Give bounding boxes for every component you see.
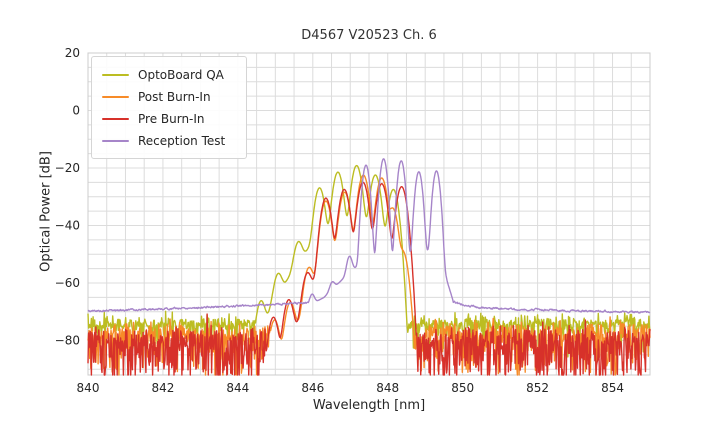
legend: OptoBoard QA Post Burn-In Pre Burn-In Recep… [91, 56, 247, 159]
y-tick-label: 20 [65, 46, 80, 60]
x-tick-label: 850 [451, 381, 474, 395]
legend-label: OptoBoard QA [138, 68, 224, 82]
legend-swatch [102, 95, 129, 99]
x-tick-label: 848 [376, 381, 399, 395]
x-tick-label: 842 [151, 381, 174, 395]
x-tick-label: 840 [77, 381, 100, 395]
y-tick-label: −80 [55, 334, 80, 348]
legend-item-post-burn-in: Post Burn-In [102, 86, 236, 108]
x-tick-label: 844 [226, 381, 249, 395]
legend-swatch [102, 139, 129, 143]
plot-border [87, 52, 651, 376]
y-tick-label: 0 [72, 104, 80, 118]
y-axis-label: Optical Power [dB] [38, 151, 54, 272]
series-line-pre-burn-in [87, 181, 651, 376]
x-tick-label: 852 [526, 381, 549, 395]
x-axis-label: Wavelength [nm] [312, 398, 426, 413]
x-tick-label: 854 [601, 381, 624, 395]
legend-label: Post Burn-In [138, 90, 211, 104]
legend-label: Pre Burn-In [138, 112, 205, 126]
x-tick-label: 846 [301, 381, 324, 395]
series-line-reception-test [87, 158, 651, 314]
legend-item-optoboard-qa: OptoBoard QA [102, 64, 236, 86]
legend-item-reception-test: Reception Test [102, 130, 236, 152]
y-tick-label: −20 [55, 161, 80, 175]
legend-swatch [102, 73, 129, 77]
y-tick-label: −40 [55, 219, 80, 233]
legend-item-pre-burn-in: Pre Burn-In [102, 108, 236, 130]
chart-title: D4567 V20523 Ch. 6 [301, 28, 437, 43]
y-tick-label: −60 [55, 276, 80, 290]
legend-label: Reception Test [138, 134, 226, 148]
legend-swatch [102, 117, 129, 121]
